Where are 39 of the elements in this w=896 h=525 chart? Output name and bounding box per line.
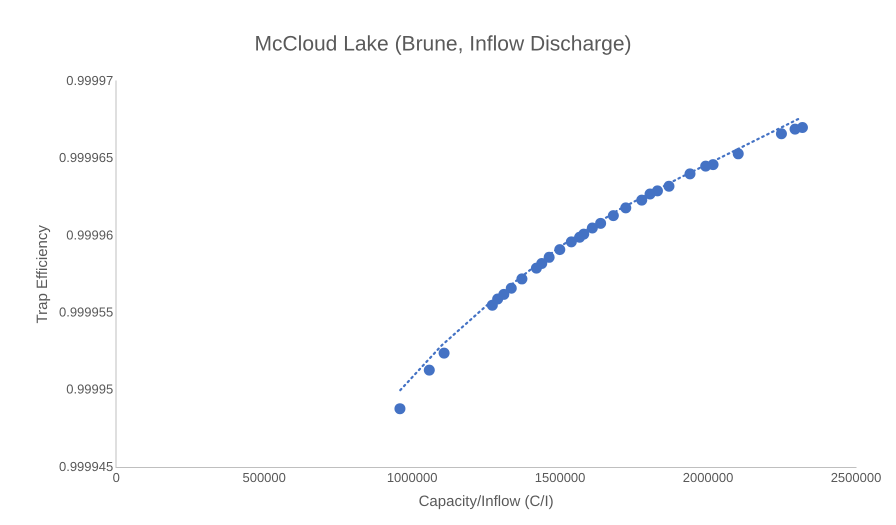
y-tick-label: 0.999955 <box>58 304 114 320</box>
point <box>732 148 744 160</box>
point <box>554 244 566 256</box>
x-tick-label: 1500000 <box>534 470 586 485</box>
point <box>424 364 435 376</box>
x-tick-label: 500000 <box>242 470 286 485</box>
point <box>516 273 528 284</box>
x-tick-label: 0 <box>112 470 120 485</box>
x-tick-label: 1000000 <box>386 470 438 485</box>
chart-title: McCloud Lake (Brune, Inflow Discharge) <box>254 32 632 56</box>
point <box>394 403 406 414</box>
y-tick-label: 0.999965 <box>58 150 114 166</box>
point <box>566 236 577 248</box>
y-tick-label: 0.999945 <box>58 458 114 474</box>
point <box>578 228 590 240</box>
x-tick-label: 2000000 <box>682 470 734 485</box>
point <box>506 282 517 294</box>
point <box>536 258 548 269</box>
point <box>636 194 648 206</box>
point <box>796 122 808 134</box>
point <box>586 222 598 234</box>
point <box>652 185 663 196</box>
x-axis-title: Capacity/Inflow (C/I) <box>418 493 554 510</box>
point <box>608 210 619 222</box>
point <box>498 288 510 300</box>
point <box>544 252 555 263</box>
point <box>776 128 787 140</box>
point <box>595 218 606 229</box>
point <box>708 159 719 170</box>
y-tick-label: 0.99996 <box>66 227 114 242</box>
y-tick-label: 0.99997 <box>66 72 114 88</box>
x-tick-label: 2500000 <box>830 470 882 485</box>
point <box>684 168 696 180</box>
y-axis-title: Trap Efficiency <box>34 224 52 324</box>
point <box>663 180 674 192</box>
line-series <box>399 117 801 392</box>
point <box>620 202 632 214</box>
y-tick-label: 0.99995 <box>66 382 114 397</box>
point <box>438 348 450 359</box>
